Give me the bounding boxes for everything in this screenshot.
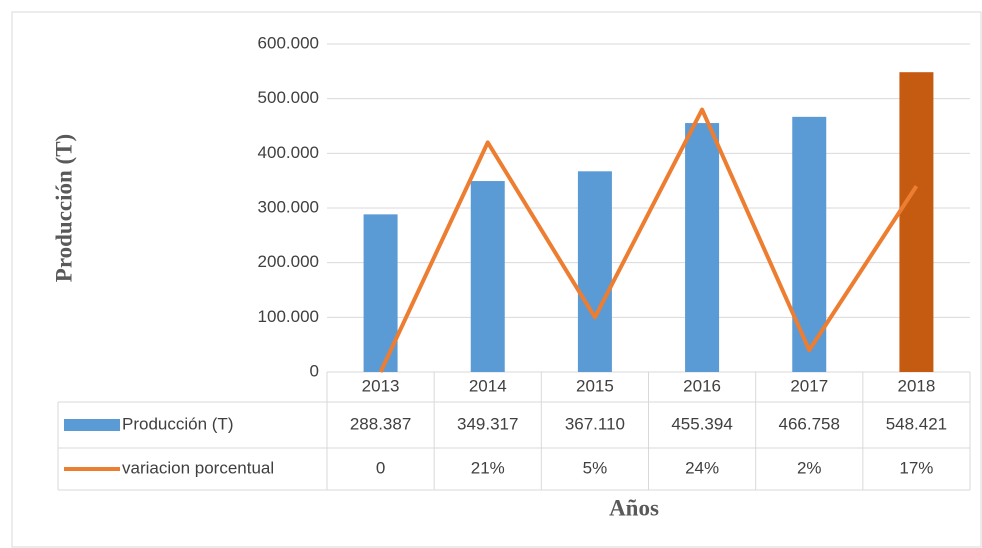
table-value: 24%: [685, 458, 719, 477]
chart-frame: [11, 11, 982, 548]
bar: [470, 181, 505, 372]
legend-label: variacion porcentual: [122, 458, 274, 477]
y-axis-label: Producción (T): [51, 134, 76, 282]
y-tick-label: 300.000: [258, 197, 319, 216]
x-tick-label: 2017: [790, 376, 828, 395]
table-value: 367.110: [565, 414, 625, 433]
x-tick-label: 2014: [469, 376, 507, 395]
table-value: 466.758: [779, 414, 840, 433]
legend-key: [64, 419, 120, 431]
y-tick-label: 600.000: [258, 33, 319, 52]
legend-label: Producción (T): [122, 414, 233, 433]
table-value: 349.317: [457, 414, 518, 433]
y-tick-label: 0: [310, 361, 319, 380]
table-value: 17%: [899, 458, 933, 477]
x-tick-label: 2015: [576, 376, 614, 395]
bar: [577, 171, 612, 372]
y-tick-label: 400.000: [258, 143, 319, 162]
table-value: 288.387: [350, 414, 411, 433]
y-tick-label: 500.000: [258, 88, 319, 107]
x-tick-label: 2013: [362, 376, 400, 395]
bar: [685, 123, 720, 373]
table-value: 21%: [471, 458, 505, 477]
bar: [899, 72, 934, 372]
table-value: 548.421: [886, 414, 947, 433]
y-tick-label: 200.000: [258, 252, 319, 271]
x-tick-label: 2016: [683, 376, 721, 395]
table-value: 2%: [797, 458, 822, 477]
line: [378, 107, 919, 373]
y-tick-label: 100.000: [258, 307, 319, 326]
table-value: 455.394: [671, 414, 732, 433]
x-tick-label: 2018: [898, 376, 936, 395]
x-axis-label: Años: [609, 495, 659, 520]
table-value: 5%: [583, 458, 608, 477]
table-value: 0: [376, 458, 385, 477]
